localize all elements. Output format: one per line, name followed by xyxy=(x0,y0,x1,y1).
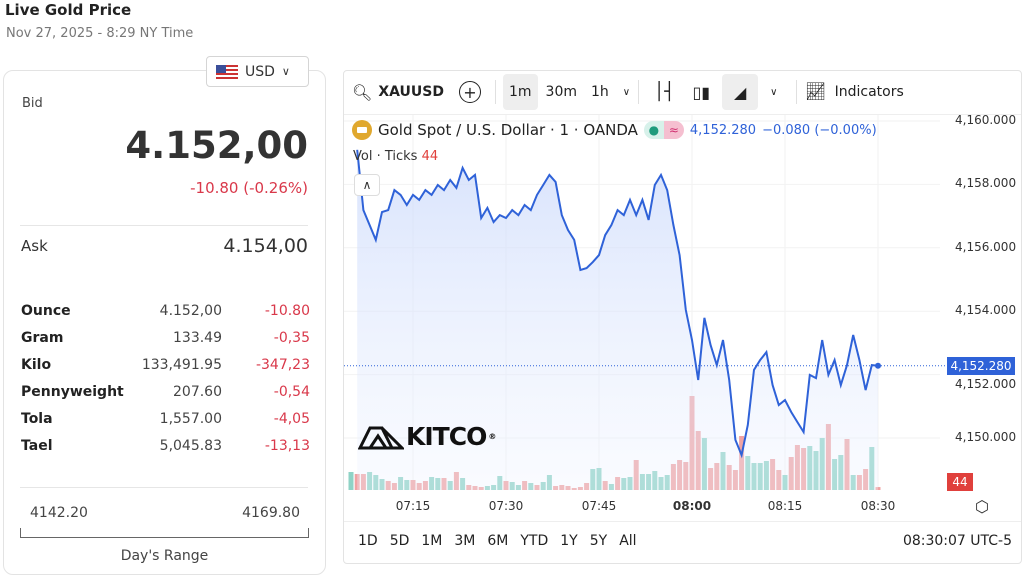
range-button-ytd[interactable]: YTD xyxy=(520,533,549,549)
ask-price: 4.154,00 xyxy=(223,235,308,257)
volume-legend-value: 44 xyxy=(421,149,439,164)
unit-name: Kilo xyxy=(21,357,52,373)
indicators-label: Indicators xyxy=(834,84,904,100)
indicators-button[interactable]: 📈︎ Indicators xyxy=(805,74,904,110)
divider xyxy=(20,487,308,488)
us-flag-icon xyxy=(216,64,238,79)
x-tick-label: 08:15 xyxy=(767,499,803,513)
unit-change: -347,23 xyxy=(255,357,310,373)
y-tick-label: 4,156.000 xyxy=(955,239,1017,254)
legend-change: −0.080 (−0.00%) xyxy=(762,122,877,138)
toolbar-divider xyxy=(344,114,1021,115)
bar-chart-type-icon[interactable]: │┤ xyxy=(654,82,675,102)
range-button-3m[interactable]: 3M xyxy=(454,533,476,549)
last-price-label: 4,152.280 xyxy=(947,356,1015,375)
ask-label: Ask xyxy=(21,237,48,255)
unit-value: 1,557.00 xyxy=(159,411,222,427)
compare-button[interactable]: + xyxy=(459,74,481,110)
unit-name: Pennyweight xyxy=(21,384,124,400)
legend-title: Gold Spot / U.S. Dollar · 1 · OANDA xyxy=(378,121,638,139)
chart-panel xyxy=(343,70,1022,564)
unit-change: -13,13 xyxy=(264,438,310,454)
page-title: Live Gold Price xyxy=(5,1,132,19)
unit-change: -0,35 xyxy=(273,330,310,346)
unit-value: 207.60 xyxy=(173,384,222,400)
range-button-1y[interactable]: 1Y xyxy=(560,533,578,549)
bid-change: -10.80 (-0.26%) xyxy=(190,179,308,197)
volume-legend-label: Vol · Ticks xyxy=(353,149,418,164)
range-button-1d[interactable]: 1D xyxy=(358,533,378,549)
kitco-logo: KITCO ® xyxy=(358,422,496,451)
market-status-pill[interactable]: ● ≈ xyxy=(643,121,684,139)
unit-value: 5,045.83 xyxy=(159,438,222,454)
collapse-legend-button[interactable]: ∧ xyxy=(354,174,380,196)
range-buttons: 1D 5D 1M 3M 6M YTD 1Y 5Y All xyxy=(352,533,643,549)
unit-name: Tola xyxy=(21,411,53,427)
unit-change: -4,05 xyxy=(273,411,310,427)
x-tick-label: 07:30 xyxy=(488,499,524,513)
unit-change: -10.80 xyxy=(264,303,310,319)
settings-hexagon-icon[interactable]: ⬡ xyxy=(975,497,989,516)
unit-name: Gram xyxy=(21,330,64,346)
last-volume-label: 44 xyxy=(947,473,973,491)
y-tick-label: 4,152.000 xyxy=(955,376,1017,391)
y-tick-label: 4,150.000 xyxy=(955,430,1017,444)
days-range-bar xyxy=(20,528,309,538)
days-range-high: 4169.80 xyxy=(242,505,300,521)
currency-value: USD xyxy=(245,63,275,80)
days-range-label: Day's Range xyxy=(120,548,209,564)
symbol-label: XAUUSD xyxy=(378,84,444,100)
x-tick-label: 07:15 xyxy=(395,499,431,513)
currency-select[interactable]: USD ∨ xyxy=(206,56,309,87)
interval-30m[interactable]: 30m xyxy=(545,84,577,100)
volume-legend: Vol · Ticks 44 xyxy=(353,149,438,164)
y-tick-label: 4,154.000 xyxy=(955,303,1017,318)
interval-1m[interactable]: 1m xyxy=(503,74,538,110)
unit-value: 4.152,00 xyxy=(159,303,222,319)
search-icon: 🔍︎ xyxy=(352,82,373,102)
divider xyxy=(20,225,308,226)
bid-price: 4.152,00 xyxy=(125,124,308,167)
indicators-icon: 📈︎ xyxy=(805,82,827,102)
legend-last: 4,152.280 xyxy=(689,122,757,138)
range-button-5d[interactable]: 5D xyxy=(389,533,410,549)
chart-legend: Gold Spot / U.S. Dollar · 1 · OANDA ● ≈ 4… xyxy=(352,120,877,140)
unit-value: 133.49 xyxy=(173,330,222,346)
timestamp: Nov 27, 2025 - 8:29 NY Time xyxy=(6,26,194,41)
range-button-5y[interactable]: 5Y xyxy=(589,533,608,549)
unit-name: Ounce xyxy=(21,303,71,319)
y-tick-label: 4,160.000 xyxy=(955,113,1017,127)
chevron-down-icon: ∨ xyxy=(281,65,290,78)
x-tick-label: 07:45 xyxy=(581,499,617,513)
x-tick-label: 08:30 xyxy=(860,499,896,513)
unit-value: 133,491.95 xyxy=(141,357,222,373)
kitco-logo-text: KITCO xyxy=(406,422,487,451)
unit-name: Tael xyxy=(21,438,53,454)
chart-type-chevron-down-icon[interactable]: ∨ xyxy=(770,86,778,98)
plus-circle-icon: + xyxy=(459,81,481,103)
candlestick-icon[interactable]: ▯▮ xyxy=(692,82,711,102)
range-button-6m[interactable]: 6M xyxy=(487,533,509,549)
symbol-search[interactable]: 🔍︎ XAUUSD xyxy=(352,74,444,110)
divider xyxy=(344,521,1021,522)
kitco-logo-icon xyxy=(358,426,404,449)
area-chart-icon[interactable]: ◢ xyxy=(722,74,759,110)
gold-icon xyxy=(352,120,372,140)
days-range-low: 4142.20 xyxy=(30,505,88,521)
unit-change: -0,54 xyxy=(273,384,310,400)
x-tick-label: 08:00 xyxy=(672,499,712,513)
interval-chevron-down-icon[interactable]: ∨ xyxy=(622,86,631,98)
chart-clock: 08:30:07 UTC-5 xyxy=(902,533,1012,549)
bid-label: Bid xyxy=(22,96,43,111)
y-tick-label: 4,158.000 xyxy=(955,176,1017,191)
interval-1h[interactable]: 1h xyxy=(591,84,609,100)
range-button-all[interactable]: All xyxy=(619,533,637,549)
range-button-1m[interactable]: 1M xyxy=(421,533,443,549)
